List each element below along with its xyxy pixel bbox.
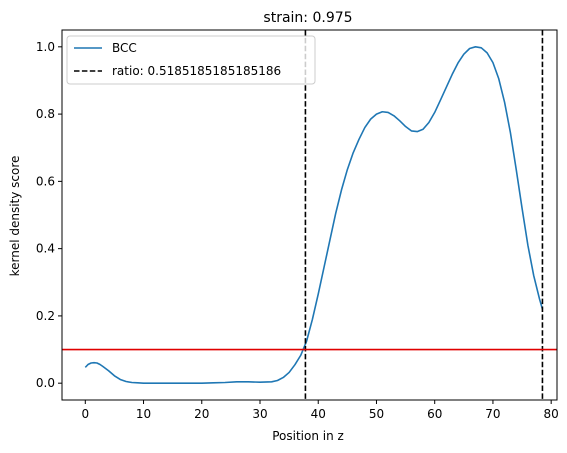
x-tick-label: 40	[311, 407, 326, 421]
legend: BCC ratio: 0.5185185185185186	[66, 35, 316, 85]
y-axis-label: kernel density score	[8, 156, 22, 277]
axes-ticks: 0 10 20 30 40 50 60 70 80 0.0 0.2 0.4 0.6 0.8 1.0	[36, 40, 559, 421]
y-tick-label: 0.8	[36, 107, 55, 121]
chart-title: strain: 0.975	[263, 10, 352, 26]
x-tick-label: 20	[194, 407, 209, 421]
legend-box	[66, 35, 316, 85]
plot-area	[62, 30, 557, 400]
y-tick-label: 0.2	[36, 309, 55, 323]
axes-frame	[61, 29, 558, 401]
y-tick-label: 0.4	[36, 242, 55, 256]
legend-label-ratio: ratio: 0.5185185185185186	[112, 64, 281, 78]
x-tick-label: 80	[544, 407, 559, 421]
x-tick-label: 50	[369, 407, 384, 421]
x-tick-label: 10	[136, 407, 151, 421]
x-tick-label: 30	[252, 407, 267, 421]
x-tick-label: 0	[81, 407, 89, 421]
x-tick-label: 60	[427, 407, 442, 421]
x-tick-label: 70	[485, 407, 500, 421]
series-line-bcc	[84, 46, 544, 384]
x-axis-label: Position in z	[272, 429, 344, 443]
y-tick-label: 0.6	[36, 174, 55, 188]
y-tick-label: 1.0	[36, 40, 55, 54]
legend-label-bcc: BCC	[112, 41, 137, 55]
y-tick-label: 0.0	[36, 376, 55, 390]
